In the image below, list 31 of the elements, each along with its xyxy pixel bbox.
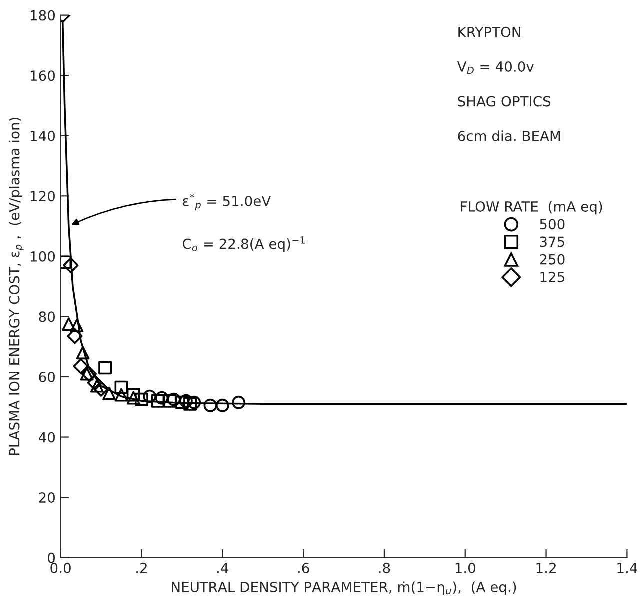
y-tick-label: 140 bbox=[30, 130, 56, 142]
legend-label: 375 bbox=[540, 236, 564, 248]
legend-label: 125 bbox=[540, 272, 564, 282]
y-tick-label: 100 bbox=[30, 251, 56, 262]
annotation: V$_{D}$ = 40.0v bbox=[457, 61, 534, 74]
x-tick-label: 0.0 bbox=[50, 562, 71, 574]
annotation: KRYPTON bbox=[458, 26, 520, 38]
x-tick-label: .4 bbox=[217, 563, 228, 574]
y-axis-title: PLASMA ION ENERGY COST, ε$_{p}$ , (eV/plasma ion) bbox=[9, 118, 24, 456]
x-tick-label: 1.4 bbox=[618, 563, 638, 574]
annotation: SHAG OPTICS bbox=[458, 96, 551, 107]
annotation: 6cm dia. BEAM bbox=[458, 130, 560, 142]
y-tick-label: 20 bbox=[39, 492, 56, 504]
y-tick-label: 80 bbox=[39, 312, 56, 322]
legend-label: 500 bbox=[540, 219, 565, 230]
x-tick-label: 1.0 bbox=[456, 562, 476, 574]
annotation: ε$^{*}$$_{p}$ = 51.0eV bbox=[183, 194, 272, 211]
annotation: C$_{o}$ = 22.8(A eq)$^{−1}$ bbox=[182, 236, 306, 252]
y-tick-label: 120 bbox=[30, 191, 56, 202]
y-tick-label: 180 bbox=[30, 10, 56, 21]
x-tick-label: .2 bbox=[136, 562, 147, 574]
legend-title: FLOW RATE (mA eq) bbox=[461, 201, 602, 215]
y-tick-label: 0 bbox=[48, 552, 56, 564]
x-tick-label: .8 bbox=[379, 562, 390, 574]
x-tick-label: 1.2 bbox=[536, 562, 556, 574]
y-tick-label: 60 bbox=[39, 372, 56, 382]
y-tick-label: 40 bbox=[38, 432, 56, 443]
x-axis-title: NEUTRAL DENSITY PARAMETER, ṁ(1−η$_{u}$), (A eq.) bbox=[172, 582, 516, 596]
legend-label: 250 bbox=[540, 254, 565, 265]
y-tick-label: 160 bbox=[30, 70, 56, 82]
x-tick-label: .6 bbox=[298, 562, 310, 574]
